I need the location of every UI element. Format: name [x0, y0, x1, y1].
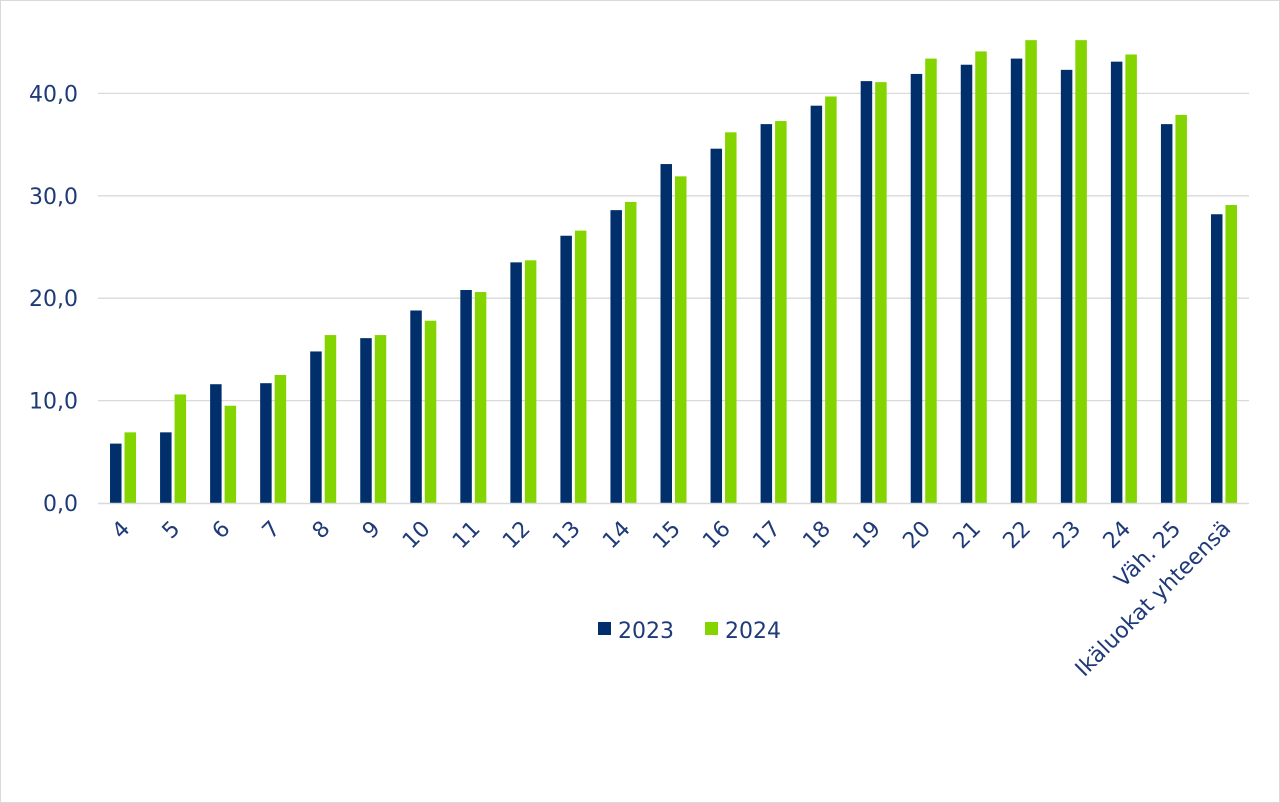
x-tick-label: 13	[548, 517, 585, 554]
bar-2023-23	[1060, 69, 1073, 504]
bar-2024-v-h-25	[1175, 114, 1187, 504]
y-axis-ticks: 0,0 10,0 20,0 30,0 40,0	[29, 82, 78, 517]
bar-2024-7	[274, 375, 287, 503]
bar-2023-17	[760, 124, 773, 504]
y-tick-label: 40,0	[29, 82, 78, 107]
bar-2023-8	[310, 351, 322, 503]
bar-2024-19	[875, 82, 887, 504]
x-tick-label: 11	[448, 517, 485, 554]
y-tick-label: 30,0	[29, 185, 78, 210]
legend-label-2023: 2023	[618, 619, 674, 644]
bars	[110, 40, 1237, 504]
x-tick-label: 23	[1049, 517, 1086, 554]
bar-2023-5	[160, 432, 172, 503]
bar-2024-24	[1125, 54, 1137, 503]
x-tick-label: 7	[258, 517, 286, 545]
legend-swatch-2024	[705, 622, 718, 635]
x-axis-ticks: 4 5 6 7 8 9 10 11 12 13 14 15 16 17 18 19 20 21 22 23 24Väh.…	[108, 517, 1237, 682]
legend: 2023 2024	[598, 619, 781, 644]
x-tick-label: 14	[598, 517, 635, 554]
x-tick-label: 5	[158, 517, 186, 545]
bar-2024-20	[925, 58, 937, 504]
bar-2023-24	[1110, 61, 1123, 503]
gridlines	[98, 92, 1249, 402]
x-tick-label: 20	[898, 517, 935, 554]
bar-2024-21	[975, 51, 987, 503]
bar-2024-10	[424, 320, 437, 503]
bar-2023-18	[810, 105, 823, 504]
bar-2024-16	[725, 132, 737, 503]
bar-2024-6	[224, 405, 237, 503]
y-tick-label: 0,0	[43, 492, 78, 517]
x-tick-label: 10	[398, 517, 435, 554]
legend-swatch-2023	[598, 622, 611, 635]
bar-2024-9	[374, 335, 387, 503]
x-tick-label: 16	[698, 517, 735, 554]
bar-2023-11	[460, 290, 472, 503]
bar-2023-6	[210, 384, 222, 503]
bar-2024-23	[1075, 40, 1087, 503]
bar-2024-15	[675, 176, 687, 503]
bar-2024-14	[624, 201, 637, 503]
bar-2024-8	[324, 335, 337, 503]
x-tick-label: 22	[999, 517, 1036, 554]
x-tick-label: 19	[848, 517, 885, 554]
x-tick-label: 24	[1099, 517, 1136, 554]
x-tick-label: 12	[498, 517, 535, 554]
bar-2023-v-h-25	[1160, 124, 1173, 504]
bar-2023-19	[860, 81, 873, 503]
x-tick-label: 8	[308, 517, 336, 545]
bar-2024-17	[775, 121, 787, 503]
x-tick-label: 17	[748, 517, 785, 554]
bar-2024-13	[574, 230, 587, 503]
bar-2023-13	[560, 235, 572, 503]
x-tick-label: 9	[358, 517, 386, 545]
bar-2023-7	[260, 383, 272, 503]
bar-2023-12	[510, 262, 522, 503]
x-tick-label: 15	[648, 517, 685, 554]
bar-2023-22	[1010, 58, 1023, 504]
bar-2023-20	[910, 73, 923, 503]
x-tick-label: 6	[208, 517, 236, 545]
bar-2024-5	[174, 394, 187, 503]
bar-2024-ik-luokat-yhteens-	[1225, 205, 1237, 504]
x-tick-label: 21	[949, 517, 986, 554]
y-tick-label: 10,0	[29, 390, 78, 415]
bar-2023-21	[960, 64, 973, 503]
bar-2023-9	[360, 338, 372, 503]
bar-2023-ik-luokat-yhteens-	[1210, 214, 1223, 503]
bar-2024-4	[124, 432, 137, 503]
bar-2024-12	[524, 260, 537, 503]
bar-2023-14	[610, 210, 622, 504]
bar-2024-11	[474, 292, 487, 503]
legend-label-2024: 2024	[725, 619, 781, 644]
x-tick-label: 18	[798, 517, 835, 554]
bar-2023-16	[710, 148, 723, 504]
x-tick-label: 4	[108, 517, 136, 545]
bar-2023-15	[660, 164, 672, 503]
bar-2023-10	[410, 310, 422, 503]
bar-2024-22	[1025, 40, 1037, 503]
y-tick-label: 20,0	[29, 287, 78, 312]
bar-2024-18	[825, 96, 837, 504]
bar-2023-4	[110, 443, 122, 503]
